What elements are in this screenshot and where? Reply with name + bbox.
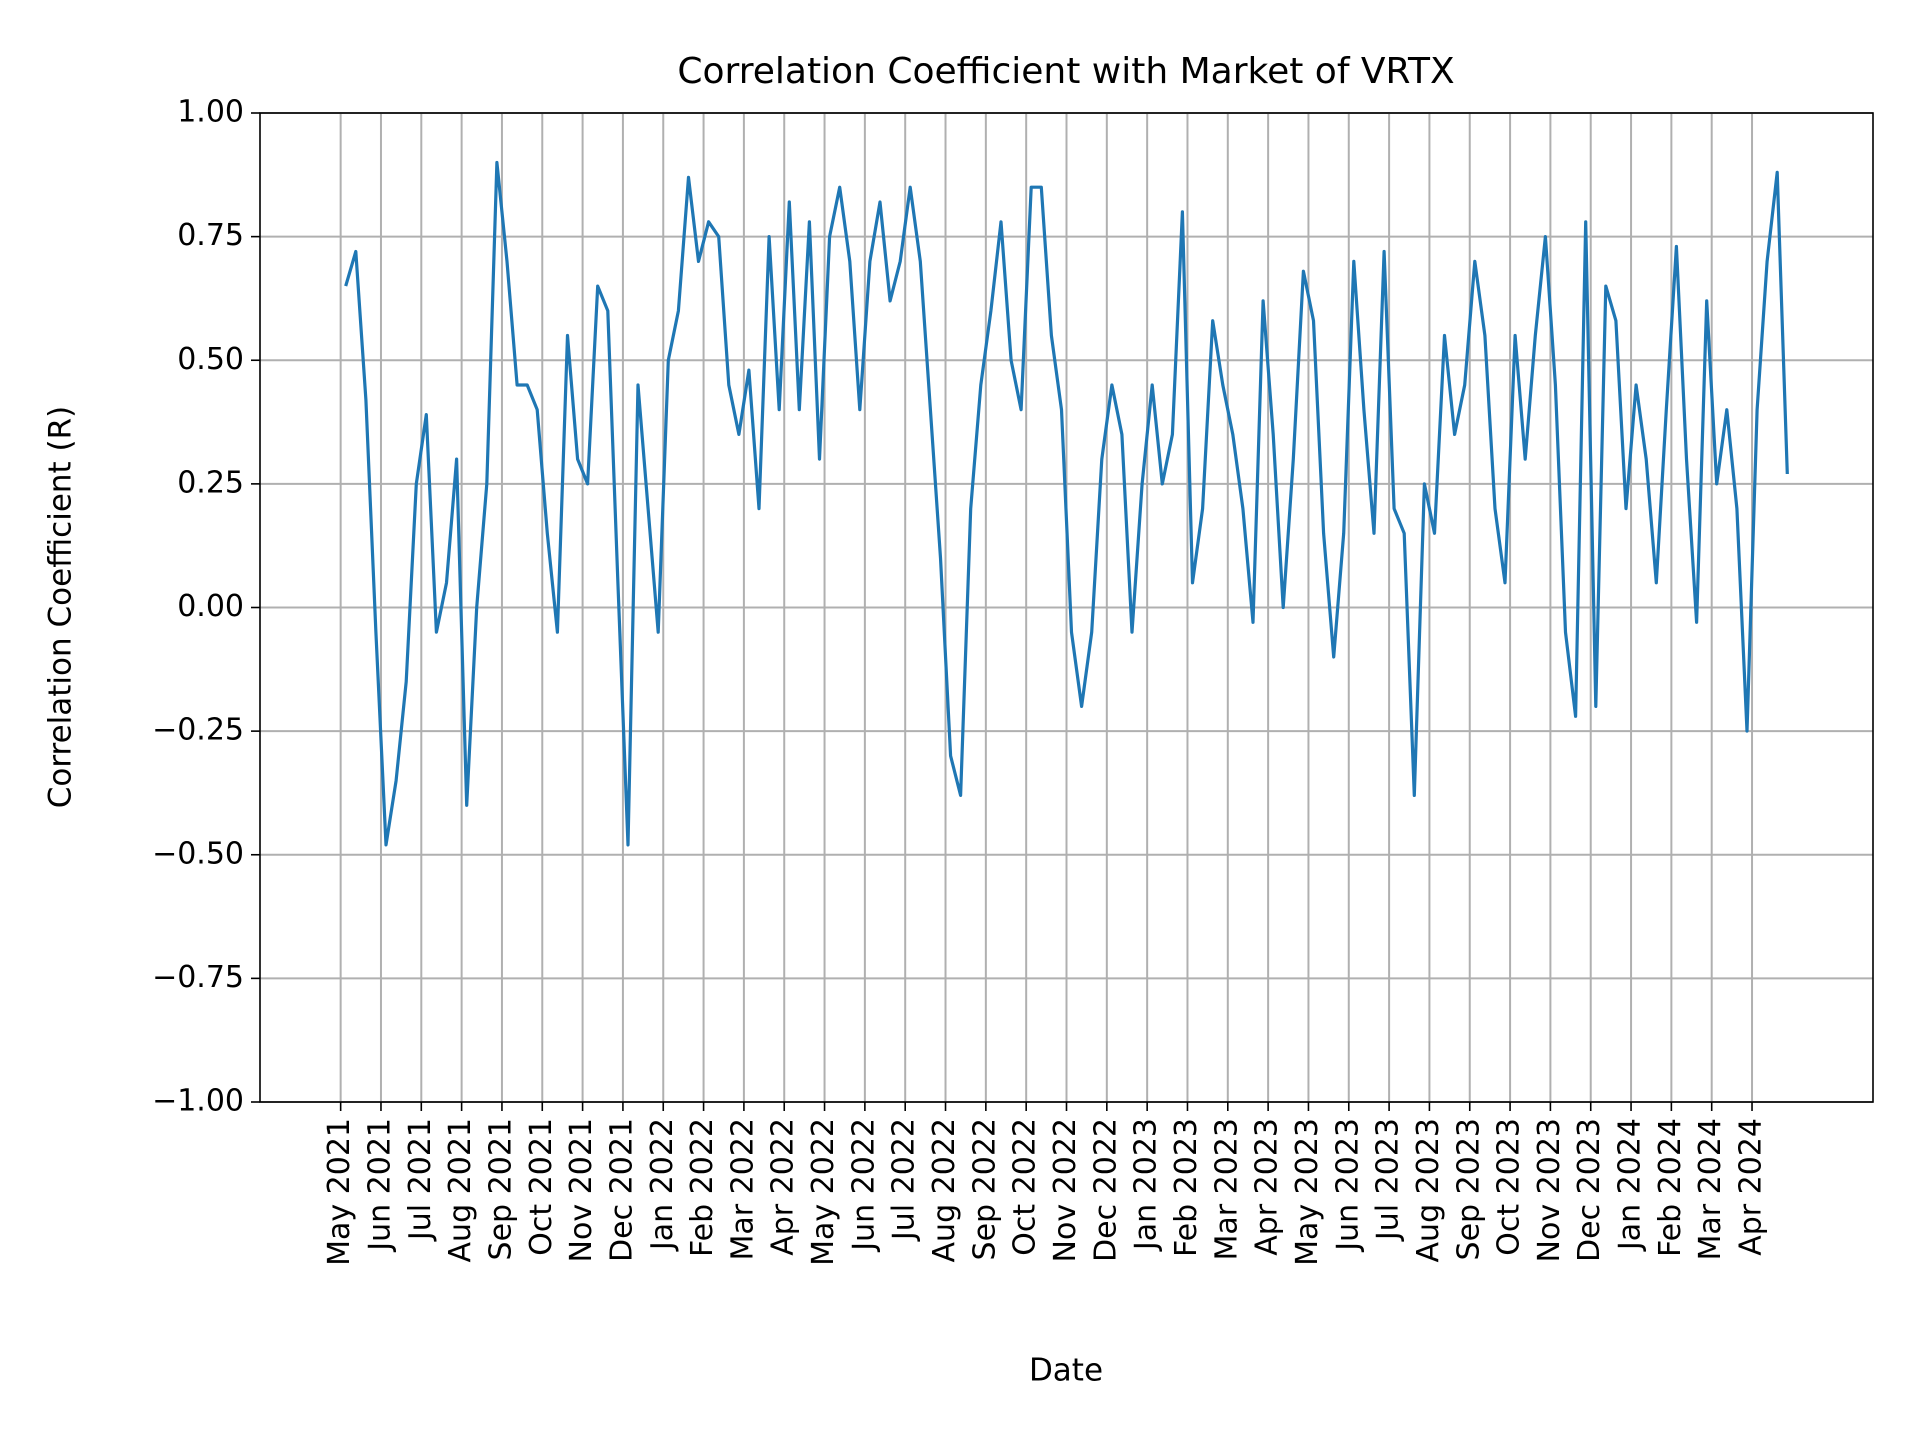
- x-tick-label: Dec 2022: [1088, 1118, 1123, 1262]
- x-tick-label: Jan 2023: [1129, 1118, 1164, 1252]
- y-tick-label: 0.25: [177, 465, 244, 500]
- x-tick-label: Mar 2024: [1693, 1118, 1728, 1261]
- y-tick-label: −0.75: [152, 960, 244, 995]
- y-axis-label: Correlation Coefficient (R): [43, 406, 79, 809]
- x-tick-label: Dec 2023: [1572, 1118, 1607, 1262]
- x-tick-label: Apr 2024: [1734, 1118, 1769, 1256]
- x-tick-label: Jun 2022: [846, 1118, 881, 1253]
- x-tick-label: Aug 2022: [927, 1118, 962, 1262]
- x-tick-label: Sep 2022: [967, 1118, 1002, 1260]
- y-tick-label: 0.50: [177, 342, 244, 377]
- x-tick-label: Jun 2023: [1330, 1118, 1365, 1253]
- x-tick-label: Feb 2024: [1653, 1118, 1688, 1257]
- x-tick-label: Jul 2021: [403, 1118, 438, 1242]
- x-tick-label: Mar 2022: [725, 1118, 760, 1261]
- x-tick-label: Feb 2022: [685, 1118, 720, 1257]
- x-tick-label: Apr 2023: [1250, 1118, 1285, 1256]
- x-tick-label: Jan 2022: [645, 1118, 680, 1252]
- x-tick-label: Oct 2022: [1008, 1118, 1043, 1256]
- x-tick-label: Oct 2023: [1492, 1118, 1527, 1256]
- x-tick-label: Nov 2023: [1532, 1118, 1567, 1262]
- y-tick-label: 0.75: [177, 218, 244, 253]
- x-tick-label: Aug 2021: [443, 1118, 478, 1262]
- x-tick-label: May 2022: [806, 1118, 841, 1266]
- x-tick-label: Jun 2021: [362, 1118, 397, 1253]
- chart-title: Correlation Coefficient with Market of V…: [677, 51, 1454, 92]
- data-line: [344, 160, 1789, 847]
- plot-area: [344, 160, 1789, 847]
- x-tick-label: Sep 2021: [483, 1118, 518, 1260]
- x-axis-label: Date: [1029, 1353, 1103, 1389]
- x-tick-label: Dec 2021: [604, 1118, 639, 1262]
- y-tick-label: −0.25: [152, 713, 244, 748]
- x-tick-label: Feb 2023: [1169, 1118, 1204, 1257]
- y-tick-label: 1.00: [177, 95, 244, 130]
- x-tick-label: Jul 2022: [887, 1118, 922, 1242]
- x-tick-label: May 2021: [322, 1118, 357, 1266]
- x-tick-label: Jan 2024: [1613, 1118, 1648, 1252]
- y-tick-label: −1.00: [152, 1084, 244, 1119]
- x-tick-label: Jul 2023: [1371, 1118, 1406, 1242]
- x-tick-label: Mar 2023: [1209, 1118, 1244, 1261]
- grid: [260, 112, 1873, 1103]
- x-tick-label: Nov 2021: [564, 1118, 599, 1262]
- x-tick-label: Apr 2022: [766, 1118, 801, 1256]
- y-tick-label: 0.00: [177, 589, 244, 624]
- x-tick-label: Oct 2021: [524, 1118, 559, 1256]
- axes-frame: [259, 112, 1874, 1103]
- x-tick-label: May 2023: [1290, 1118, 1325, 1266]
- x-tick-label: Nov 2022: [1048, 1118, 1083, 1262]
- y-tick-label: −0.50: [152, 836, 244, 871]
- x-tick-label: Sep 2023: [1451, 1118, 1486, 1260]
- x-tick-label: Aug 2023: [1411, 1118, 1446, 1262]
- axes: −1.00 −0.75 −0.50 −0.25 0.00 0.25 0.50 0.75 1.00…: [152, 95, 1874, 1266]
